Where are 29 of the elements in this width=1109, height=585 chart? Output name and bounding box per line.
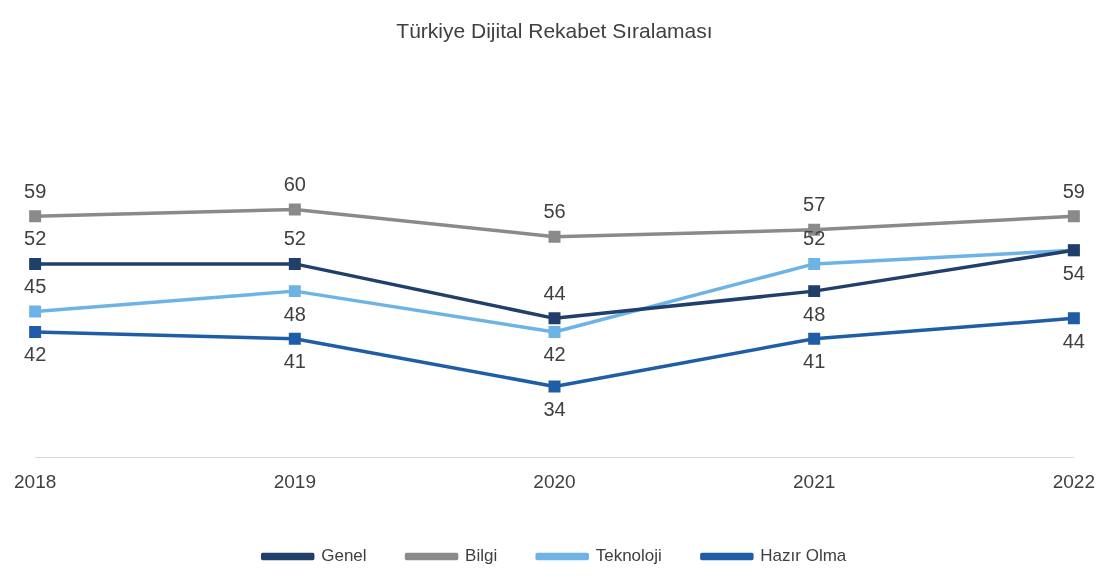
data-label: 52	[283, 227, 306, 250]
data-label: 34	[543, 397, 566, 420]
data-label: 56	[543, 200, 566, 223]
legend-label: Teknoloji	[595, 546, 662, 566]
data-label: 42	[24, 343, 47, 366]
data-label: 41	[803, 350, 826, 373]
x-tick-label: 2022	[1052, 470, 1096, 492]
data-label: 44	[543, 281, 566, 304]
data-label: 54	[1062, 261, 1085, 284]
data-label: 48	[803, 302, 826, 325]
chart-title: Türkiye Dijital Rekabet Sıralaması	[396, 19, 713, 43]
x-tick-label: 2018	[13, 470, 57, 492]
data-label: 52	[803, 227, 826, 250]
legend-label: Bilgi	[465, 546, 498, 566]
data-label: 52	[24, 227, 47, 250]
data-label: 45	[24, 275, 47, 298]
data-label: 44	[1062, 329, 1085, 352]
x-tick-label: 2021	[793, 470, 836, 492]
data-label: 59	[24, 179, 47, 202]
data-label: 60	[283, 172, 306, 195]
data-label: 59	[1062, 179, 1085, 202]
x-tick-label: 2019	[273, 470, 316, 492]
data-label: 48	[283, 302, 306, 325]
x-tick-label: 2020	[533, 470, 576, 492]
legend-label: Hazır Olma	[760, 546, 847, 566]
data-label: 42	[543, 343, 566, 366]
data-label: 41	[283, 350, 306, 373]
data-label: 57	[803, 193, 826, 216]
legend-label: Genel	[321, 546, 367, 566]
